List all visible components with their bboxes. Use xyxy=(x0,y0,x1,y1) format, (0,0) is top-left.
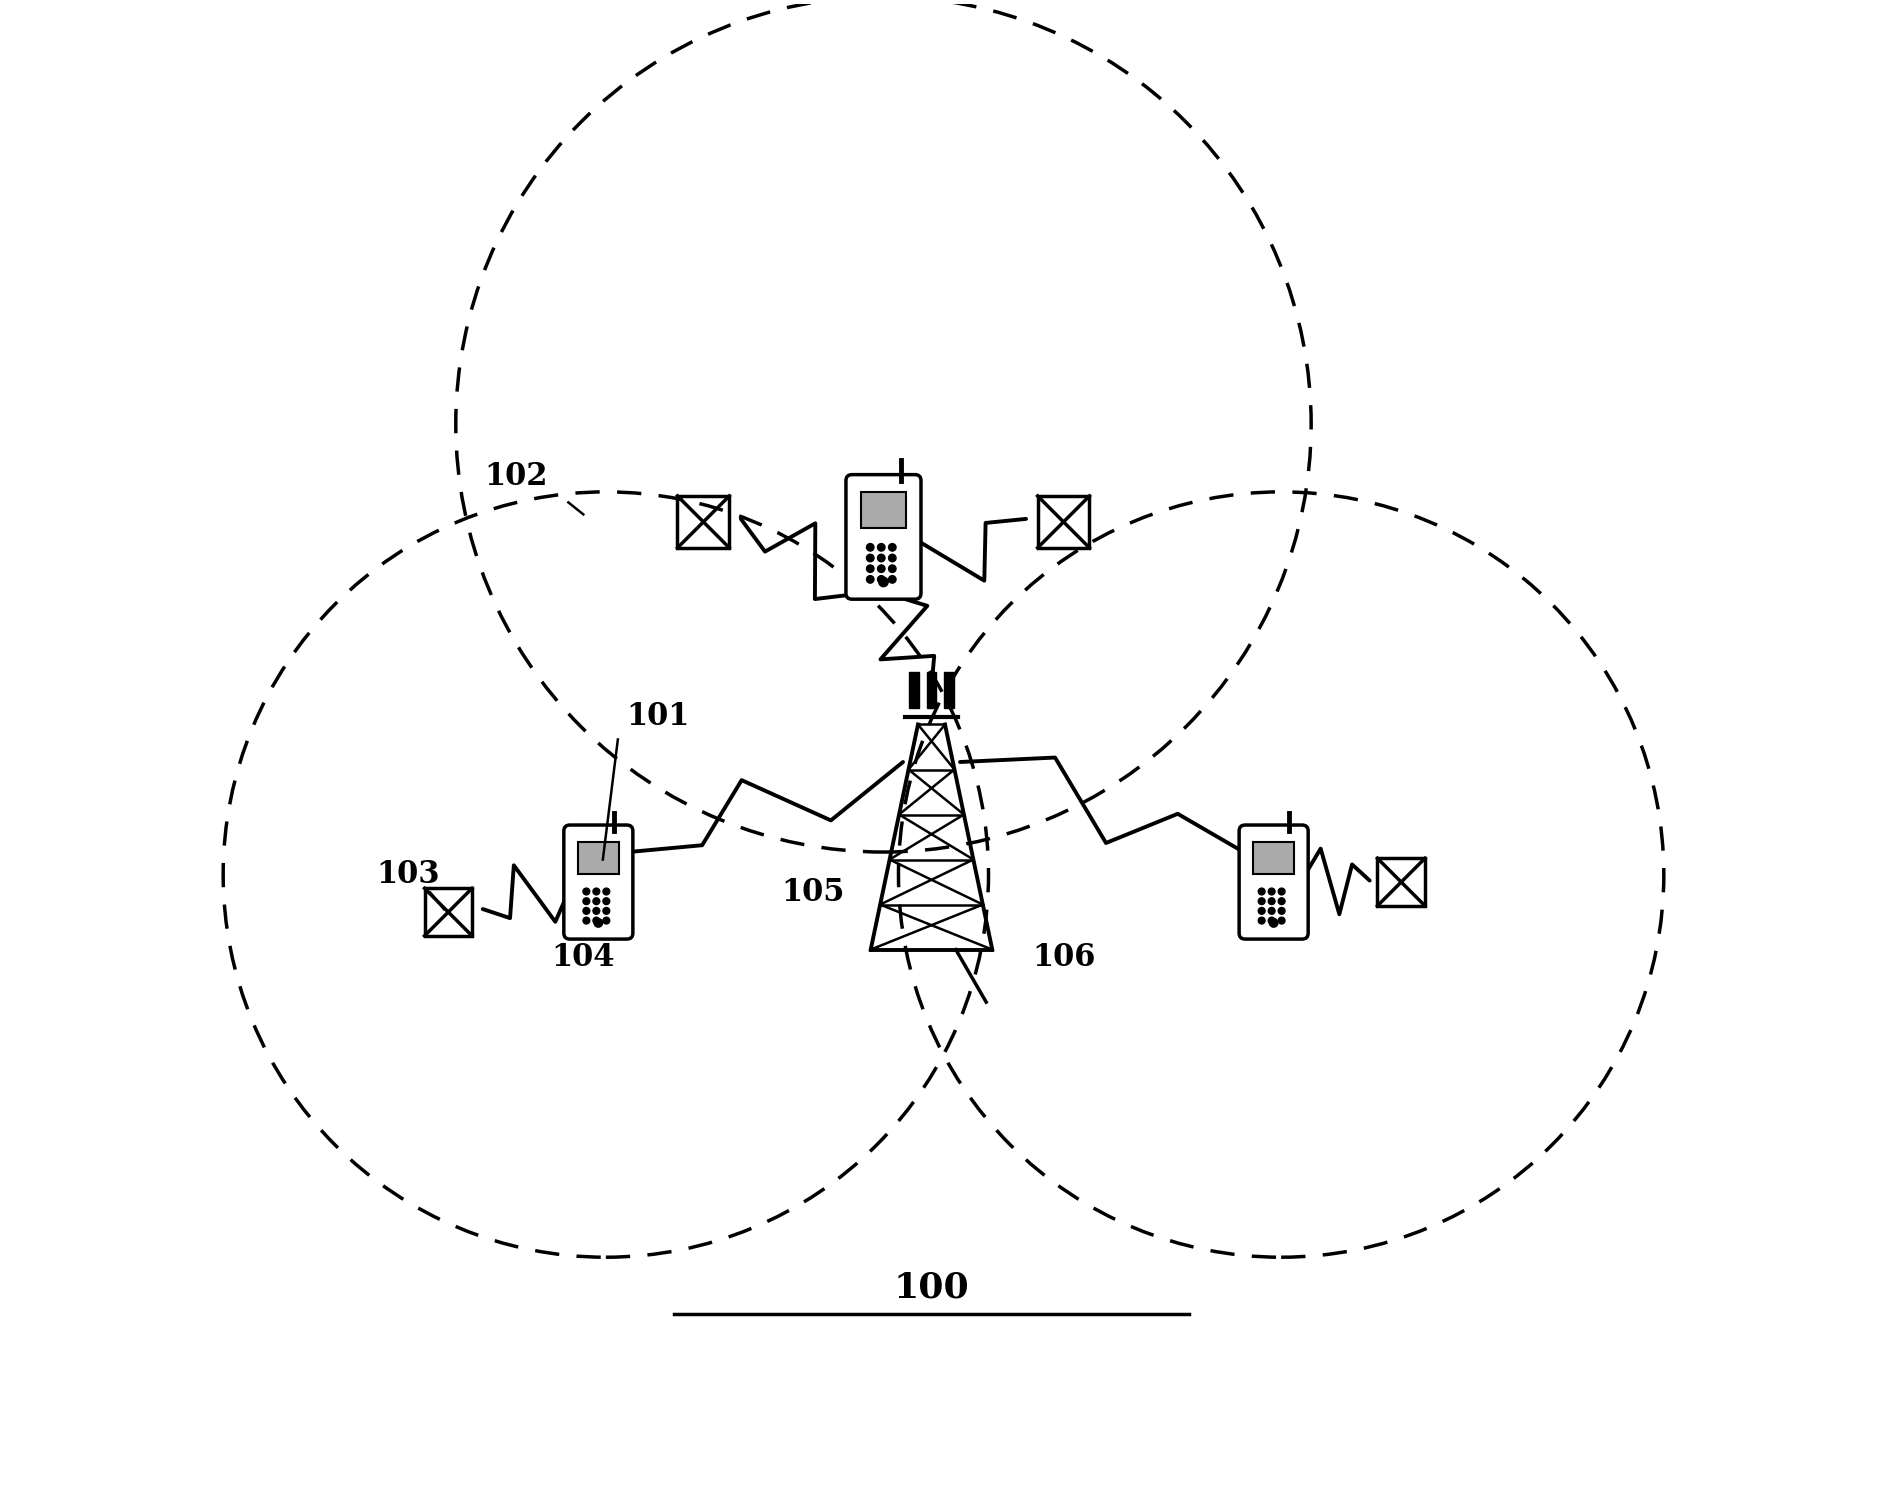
Circle shape xyxy=(584,917,590,924)
Circle shape xyxy=(603,907,611,914)
Text: 102: 102 xyxy=(483,462,548,492)
Circle shape xyxy=(1269,889,1274,895)
Circle shape xyxy=(877,554,884,561)
Circle shape xyxy=(1269,917,1274,924)
Circle shape xyxy=(593,898,599,904)
Circle shape xyxy=(1259,889,1265,895)
FancyBboxPatch shape xyxy=(846,475,921,599)
Circle shape xyxy=(584,898,590,904)
Circle shape xyxy=(867,554,875,561)
Circle shape xyxy=(1259,907,1265,914)
Bar xyxy=(909,672,919,708)
Circle shape xyxy=(603,917,611,924)
Circle shape xyxy=(1269,907,1274,914)
Circle shape xyxy=(867,543,875,551)
Circle shape xyxy=(584,907,590,914)
Circle shape xyxy=(1259,917,1265,924)
Text: 100: 100 xyxy=(894,1271,970,1304)
Circle shape xyxy=(877,564,884,572)
Circle shape xyxy=(1278,907,1286,914)
Circle shape xyxy=(1269,919,1278,927)
Circle shape xyxy=(1278,917,1286,924)
Circle shape xyxy=(593,889,599,895)
Circle shape xyxy=(584,889,590,895)
Bar xyxy=(943,672,953,708)
Circle shape xyxy=(877,575,884,582)
Bar xyxy=(424,889,472,936)
Circle shape xyxy=(593,917,599,924)
Circle shape xyxy=(879,578,888,587)
Bar xyxy=(1038,496,1090,548)
Bar xyxy=(926,672,936,708)
Text: 106: 106 xyxy=(1033,942,1096,973)
Circle shape xyxy=(593,907,599,914)
Circle shape xyxy=(877,543,884,551)
Bar xyxy=(1377,859,1425,905)
Circle shape xyxy=(867,564,875,572)
Circle shape xyxy=(1269,898,1274,904)
Circle shape xyxy=(593,919,603,927)
Circle shape xyxy=(1259,898,1265,904)
Bar xyxy=(677,496,728,548)
FancyBboxPatch shape xyxy=(1238,825,1309,939)
Bar xyxy=(578,842,618,874)
Text: 105: 105 xyxy=(782,877,844,908)
Circle shape xyxy=(1278,889,1286,895)
Circle shape xyxy=(888,554,896,561)
Circle shape xyxy=(603,889,611,895)
Circle shape xyxy=(867,575,875,582)
Text: 104: 104 xyxy=(552,942,614,973)
Circle shape xyxy=(888,564,896,572)
FancyBboxPatch shape xyxy=(563,825,633,939)
Circle shape xyxy=(888,575,896,582)
Text: 101: 101 xyxy=(626,702,690,732)
Bar xyxy=(1253,842,1293,874)
Text: 103: 103 xyxy=(377,859,439,890)
Bar xyxy=(862,492,905,528)
Circle shape xyxy=(888,543,896,551)
Circle shape xyxy=(603,898,611,904)
Circle shape xyxy=(1278,898,1286,904)
